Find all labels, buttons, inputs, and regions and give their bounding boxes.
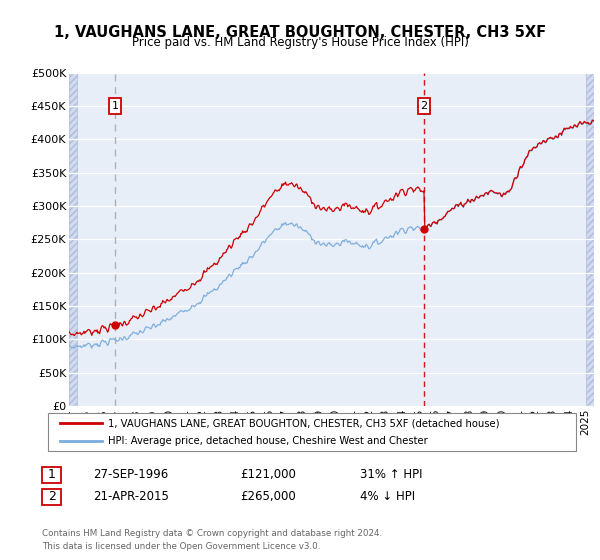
- Text: 27-SEP-1996: 27-SEP-1996: [93, 468, 168, 482]
- Text: 31% ↑ HPI: 31% ↑ HPI: [360, 468, 422, 482]
- Bar: [69, 73, 77, 406]
- Text: 1, VAUGHANS LANE, GREAT BOUGHTON, CHESTER, CH3 5XF: 1, VAUGHANS LANE, GREAT BOUGHTON, CHESTE…: [54, 25, 546, 40]
- Text: £121,000: £121,000: [240, 468, 296, 482]
- Text: Contains HM Land Registry data © Crown copyright and database right 2024.
This d: Contains HM Land Registry data © Crown c…: [42, 529, 382, 550]
- Text: 1: 1: [112, 101, 118, 111]
- Text: 2: 2: [421, 101, 428, 111]
- Text: 1, VAUGHANS LANE, GREAT BOUGHTON, CHESTER, CH3 5XF (detached house): 1, VAUGHANS LANE, GREAT BOUGHTON, CHESTE…: [108, 418, 499, 428]
- Bar: [586, 73, 600, 406]
- Text: 21-APR-2015: 21-APR-2015: [93, 490, 169, 503]
- Text: 4% ↓ HPI: 4% ↓ HPI: [360, 490, 415, 503]
- Text: HPI: Average price, detached house, Cheshire West and Chester: HPI: Average price, detached house, Ches…: [108, 436, 428, 446]
- Text: 1: 1: [47, 468, 56, 482]
- Text: Price paid vs. HM Land Registry's House Price Index (HPI): Price paid vs. HM Land Registry's House …: [131, 36, 469, 49]
- Text: 2: 2: [47, 490, 56, 503]
- Text: £265,000: £265,000: [240, 490, 296, 503]
